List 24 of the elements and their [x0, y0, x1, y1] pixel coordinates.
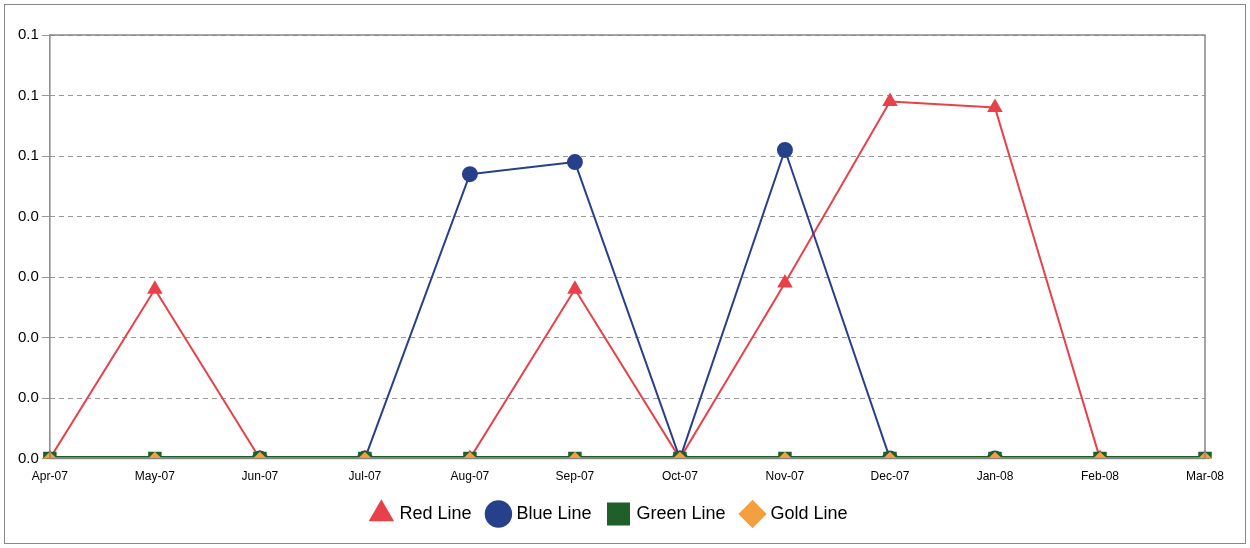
x-tick-label: Oct-07 [661, 469, 699, 484]
x-tick-label: Mar-08 [1185, 469, 1225, 484]
x-tick-label: Jan-08 [976, 469, 1014, 484]
legend-label: Red Line [399, 502, 472, 523]
y-tick-label: 0.0 [17, 206, 39, 224]
x-tick-label: Jun-07 [241, 469, 279, 484]
legend-label: Green Line [636, 502, 726, 523]
x-tick-label: Nov-07 [765, 469, 805, 484]
x-tick-label: Feb-08 [1080, 469, 1120, 484]
y-tick-label: 0.1 [17, 25, 39, 43]
y-tick-label: 0.0 [17, 327, 39, 345]
x-tick-label: Jul-07 [348, 469, 382, 484]
y-tick-label: 0.0 [17, 388, 39, 406]
y-tick-label: 0.0 [17, 448, 39, 466]
x-tick-label: May-07 [134, 469, 176, 484]
y-tick-label: 0.1 [17, 146, 39, 164]
x-tick-label: Aug-07 [450, 469, 490, 484]
x-tick-label: Dec-07 [870, 469, 910, 484]
y-tick-label: 0.0 [17, 267, 39, 285]
legend-label: Blue Line [516, 502, 592, 523]
x-tick-label: Apr-07 [31, 469, 69, 484]
legend-label: Gold Line [770, 502, 848, 523]
x-tick-label: Sep-07 [555, 469, 595, 484]
y-tick-label: 0.1 [17, 85, 39, 103]
